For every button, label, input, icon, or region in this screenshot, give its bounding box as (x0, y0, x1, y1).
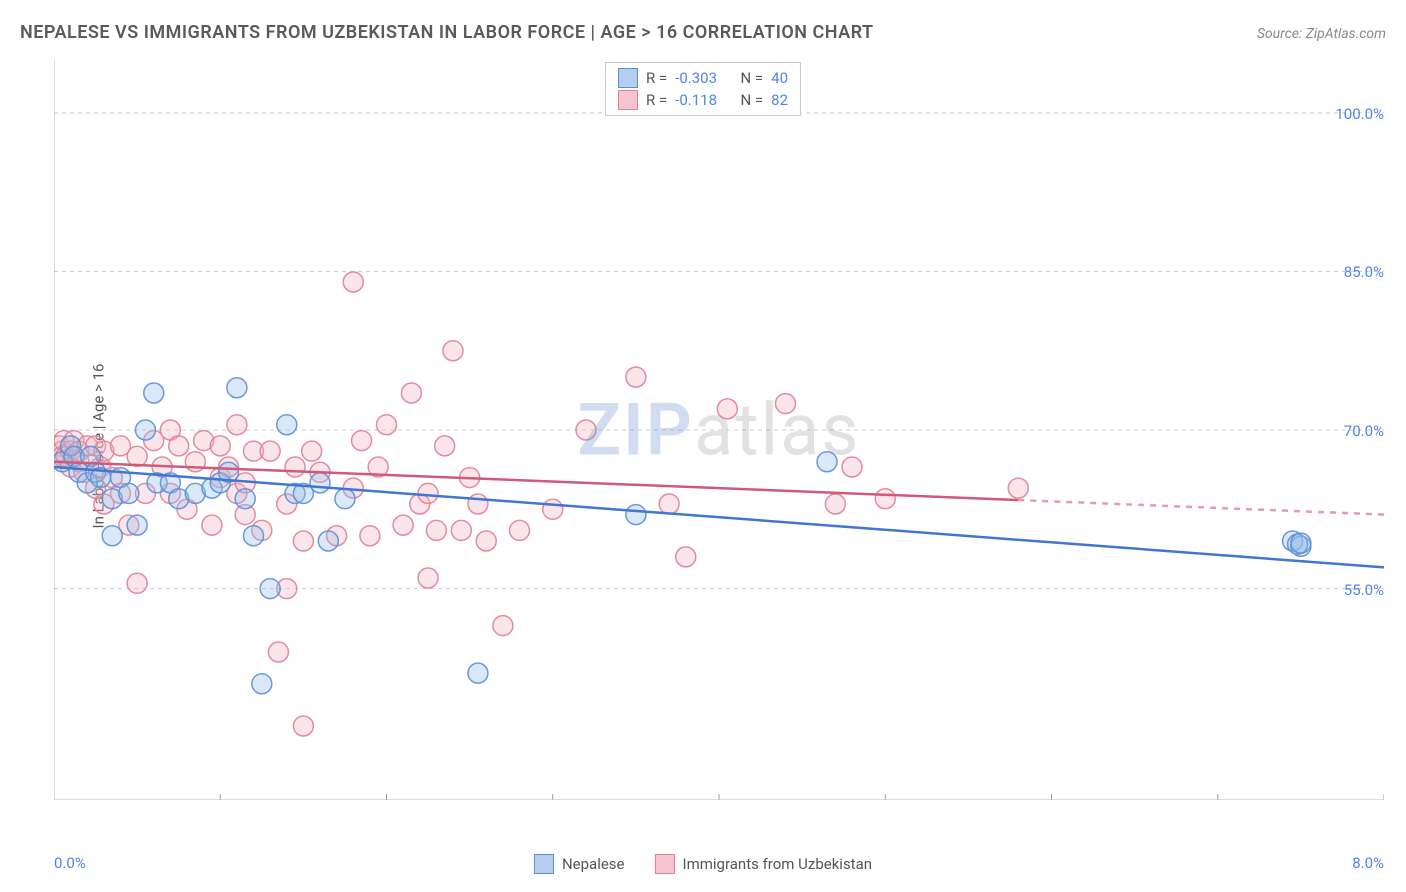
n-label: N = (740, 67, 763, 89)
source-label: Source: ZipAtlas.com (1257, 26, 1386, 42)
y-tick-label: 100.0% (1335, 105, 1384, 123)
y-tick-label: 85.0% (1344, 263, 1384, 281)
r-value-a: -0.303 (675, 67, 717, 89)
n-value-b: 82 (771, 89, 788, 111)
chart-area: ZIPatlas (54, 60, 1384, 800)
x-axis-min-label: 0.0% (54, 854, 86, 872)
page-title: NEPALESE VS IMMIGRANTS FROM UZBEKISTAN I… (20, 22, 874, 43)
r-value-b: -0.118 (675, 89, 717, 111)
correlation-legend: R = -0.303 N = 40 R = -0.118 N = 82 (605, 62, 801, 116)
swatch-pink (618, 90, 638, 110)
swatch-blue (534, 854, 554, 874)
n-label: N = (740, 89, 763, 111)
legend-item-b: Immigrants from Uzbekistan (655, 854, 873, 874)
legend-row-b: R = -0.118 N = 82 (618, 89, 788, 111)
scatter-chart (54, 60, 1384, 800)
legend-label-b: Immigrants from Uzbekistan (683, 855, 873, 873)
swatch-blue (618, 68, 638, 88)
n-value-a: 40 (771, 67, 788, 89)
r-label: R = (646, 67, 667, 89)
legend-label-a: Nepalese (562, 855, 625, 873)
swatch-pink (655, 854, 675, 874)
y-tick-label: 70.0% (1344, 422, 1384, 440)
x-axis-max-label: 8.0% (1352, 854, 1384, 872)
header: NEPALESE VS IMMIGRANTS FROM UZBEKISTAN I… (20, 22, 1386, 43)
legend-row-a: R = -0.303 N = 40 (618, 67, 788, 89)
y-tick-label: 55.0% (1344, 581, 1384, 599)
series-legend: Nepalese Immigrants from Uzbekistan (534, 854, 872, 874)
r-label: R = (646, 89, 667, 111)
legend-item-a: Nepalese (534, 854, 625, 874)
